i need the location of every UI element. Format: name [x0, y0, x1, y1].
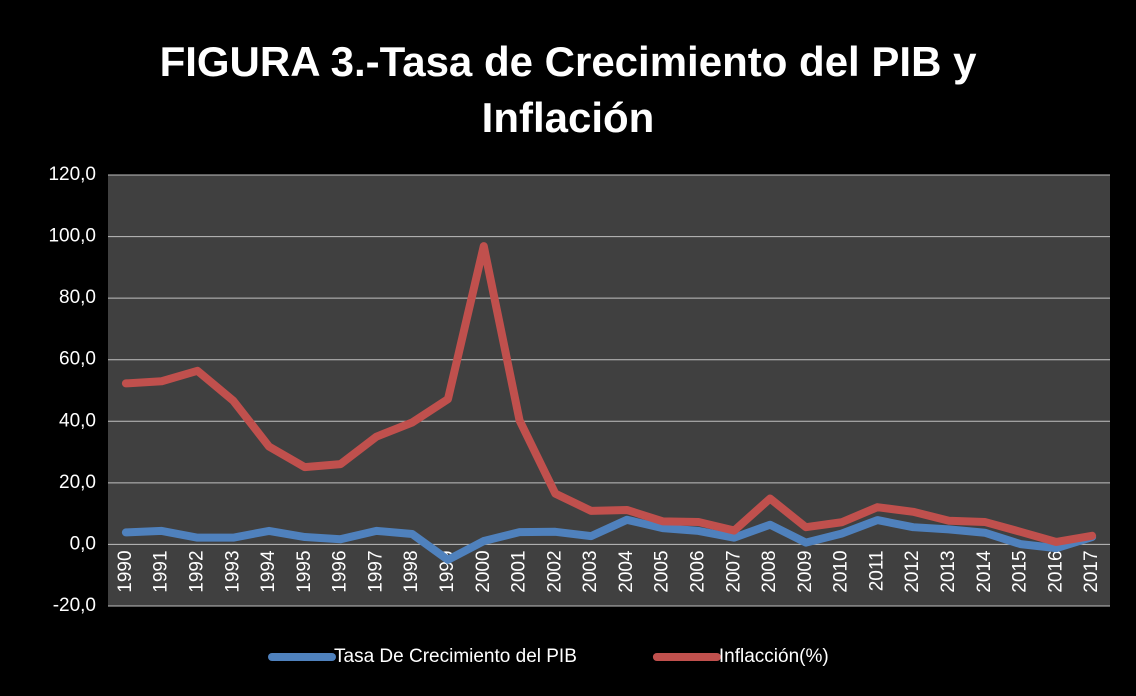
x-tick-label: 1998	[401, 550, 422, 592]
x-tick-label: 2001	[509, 550, 530, 592]
series-line	[121, 242, 1097, 546]
x-tick-label: 2010	[831, 550, 852, 592]
x-tick-label: 2000	[473, 550, 494, 592]
x-tick-label: 2012	[902, 550, 923, 592]
x-tick-label: 2011	[866, 550, 887, 591]
x-tick-label: 2014	[974, 550, 995, 593]
x-tick-label: 2009	[795, 550, 816, 592]
x-tick-label: 2016	[1045, 550, 1066, 592]
y-tick-label: 60,0	[59, 349, 96, 370]
plot-area	[108, 175, 1110, 606]
x-tick-label: 2004	[616, 550, 637, 593]
chart-title: FIGURA 3.-Tasa de Crecimiento del PIB y …	[159, 38, 977, 141]
x-tick-label: 2015	[1010, 550, 1031, 592]
x-tick-label: 1992	[186, 550, 207, 592]
legend-label: Inflacción(%)	[719, 646, 829, 667]
y-tick-label: 80,0	[59, 287, 96, 308]
x-tick-label: 2008	[759, 550, 780, 592]
x-tick-label: 2017	[1081, 550, 1102, 592]
legend-label: Tasa De Crecimiento del PIB	[334, 646, 577, 667]
x-tick-label: 2007	[723, 550, 744, 592]
x-tick-label: 1990	[115, 550, 136, 592]
series-line	[121, 515, 1097, 564]
x-tick-label: 2006	[687, 550, 708, 592]
y-tick-label: -20,0	[53, 595, 96, 616]
x-tick-label: 2003	[580, 550, 601, 592]
y-tick-label: 20,0	[59, 472, 96, 493]
x-tick-label: 1994	[258, 550, 279, 593]
y-tick-label: 40,0	[59, 410, 96, 431]
y-tick-label: 120,0	[48, 164, 96, 185]
y-tick-label: 100,0	[48, 226, 96, 247]
x-tick-label: 1995	[294, 550, 315, 592]
x-tick-label: 2013	[938, 550, 959, 592]
x-tick-label: 1997	[365, 550, 386, 592]
x-tick-label: 2002	[544, 550, 565, 592]
x-tick-label: 2005	[652, 550, 673, 592]
x-tick-label: 1996	[330, 550, 351, 592]
x-tick-label: 1993	[222, 550, 243, 592]
x-tick-label: 1991	[151, 550, 172, 592]
y-tick-label: 0,0	[70, 533, 96, 554]
